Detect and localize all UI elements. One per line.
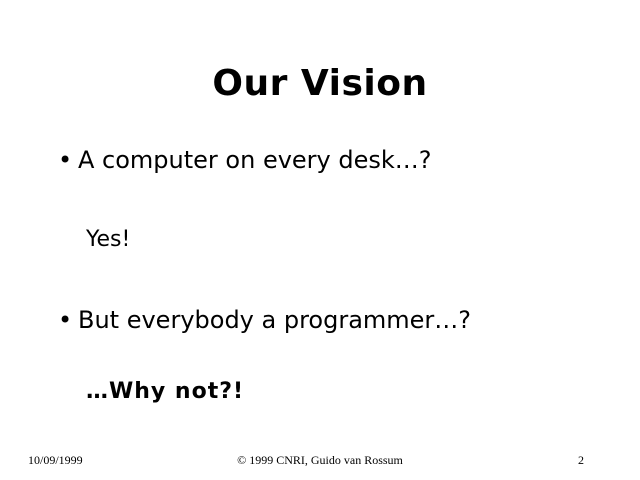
- slide-title: Our Vision: [212, 63, 428, 104]
- footer-page-number: 2: [578, 453, 584, 467]
- bullet-marker: •: [58, 306, 73, 334]
- footer-date: 10/09/1999: [28, 453, 83, 467]
- bullet-item-1: • A computer on every desk…?: [58, 145, 432, 175]
- bullet-text: But everybody a programmer…?: [78, 306, 472, 334]
- bullet-text: A computer on every desk…?: [78, 146, 432, 174]
- footer-copyright: © 1999 CNRI, Guido van Rossum: [237, 453, 403, 467]
- bullet-marker: •: [58, 146, 73, 174]
- bullet-answer-2: …Why not?!: [86, 379, 245, 404]
- bullet-item-2: • But everybody a programmer…?: [58, 305, 471, 335]
- bullet-answer-1: Yes!: [86, 227, 131, 252]
